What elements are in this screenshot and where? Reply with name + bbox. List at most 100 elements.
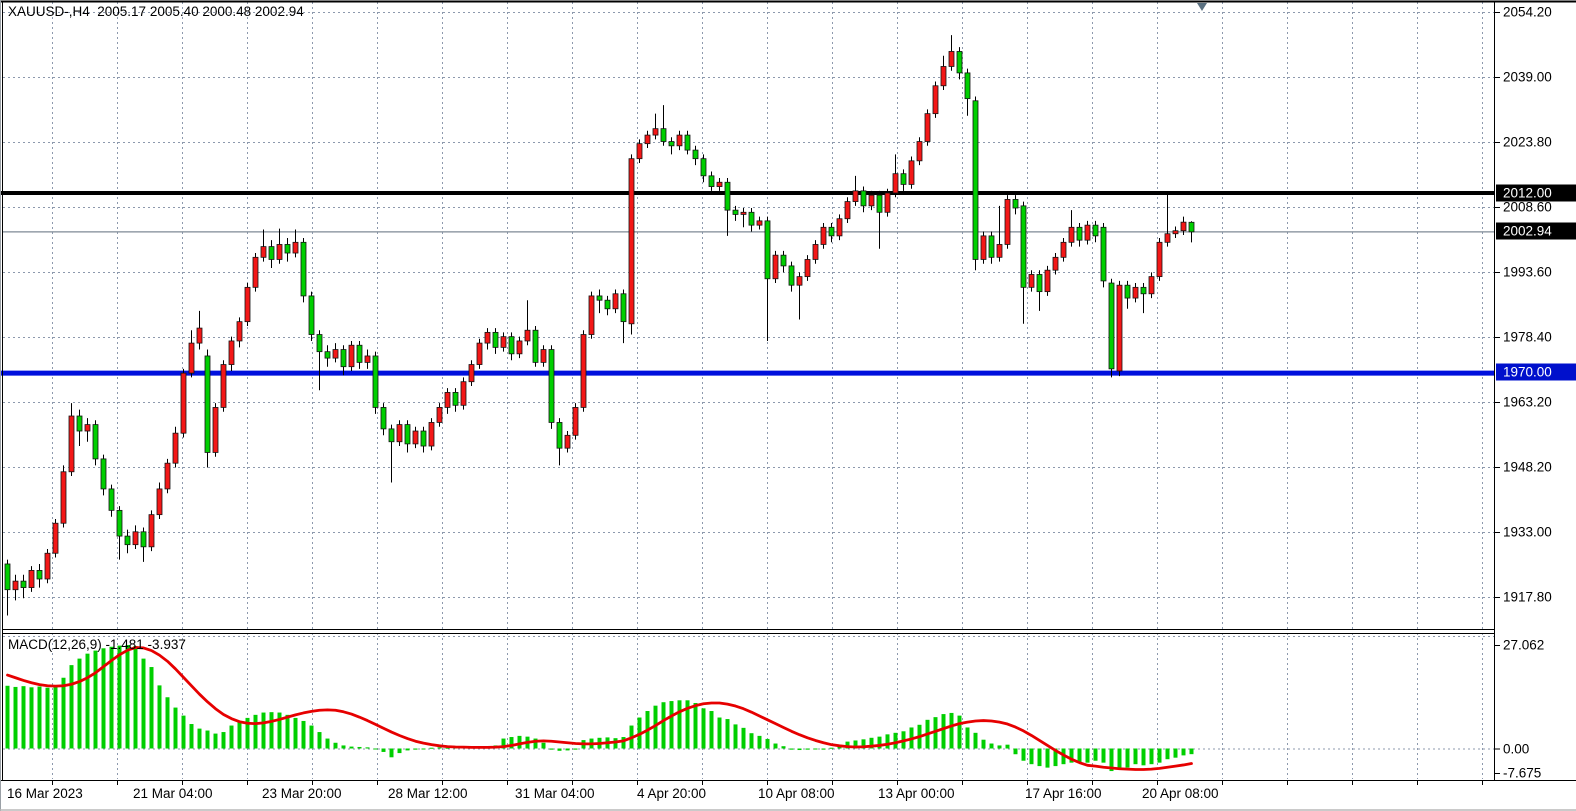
candle [596, 295, 603, 301]
price-axis-label: 2054.20 [1503, 4, 1552, 20]
candle [1180, 221, 1187, 232]
candle [796, 276, 803, 286]
price-axis-label: 2039.00 [1503, 69, 1552, 85]
candle [292, 241, 299, 254]
candle [1132, 286, 1139, 299]
macd-bar [717, 717, 722, 749]
macd-bar [541, 742, 546, 749]
candle [268, 246, 275, 260]
macd-bar [29, 687, 34, 749]
macd-bar [1133, 748, 1138, 765]
candle [492, 331, 499, 348]
macd-bar [173, 707, 178, 749]
candle [1004, 199, 1011, 245]
macd-bar [877, 736, 882, 749]
macd-bar [1093, 748, 1098, 761]
macd-bar [709, 711, 714, 749]
candle [100, 458, 107, 490]
candle [996, 244, 1003, 258]
candle [820, 226, 827, 245]
candle [692, 149, 699, 160]
candle [92, 424, 99, 460]
candle [308, 295, 315, 335]
candle [868, 194, 875, 207]
price-axis-label: 2023.80 [1503, 134, 1552, 150]
candle [444, 392, 451, 408]
macd-bar [981, 739, 986, 749]
macd-bar [245, 717, 250, 749]
candle [516, 340, 523, 355]
macd-histogram [5, 645, 1194, 772]
macd-bar [821, 748, 826, 750]
macd-bar [37, 686, 42, 749]
macd-bar [301, 720, 306, 749]
candle [1084, 224, 1091, 241]
time-axis-label: 20 Apr 08:00 [1142, 786, 1219, 801]
macd-bar [1125, 748, 1130, 768]
candle [396, 424, 403, 443]
macd-bar [997, 745, 1002, 749]
macd-bar [13, 686, 18, 749]
macd-bar [533, 738, 538, 749]
candle [1060, 241, 1067, 258]
candle [140, 531, 147, 548]
macd-bar [309, 725, 314, 749]
candle [412, 430, 419, 445]
macd-bar [421, 748, 426, 750]
macd-bar [221, 732, 226, 749]
macd-bar [317, 732, 322, 749]
macd-bar [1021, 748, 1026, 761]
macd-bar [885, 734, 890, 749]
candle [916, 141, 923, 162]
candle [788, 265, 795, 286]
macd-bar [1189, 748, 1194, 755]
price-axis-label: 2008.60 [1503, 199, 1552, 215]
macd-bar [397, 748, 402, 754]
candle [716, 181, 723, 187]
macd-bar [829, 747, 834, 749]
chart-shift-marker[interactable] [1197, 3, 1207, 11]
candle [236, 321, 243, 342]
candle [484, 331, 491, 344]
candle [1148, 276, 1155, 295]
candle [804, 259, 811, 278]
macd-bar [557, 748, 562, 751]
macd-bar [693, 702, 698, 749]
candle [676, 134, 683, 147]
macd-bar [789, 748, 794, 750]
candle [60, 471, 67, 524]
candle [548, 349, 555, 423]
macd-bar [213, 733, 218, 749]
candle [748, 211, 755, 226]
macd-bar [781, 746, 786, 749]
price-axis-label: 1963.20 [1503, 394, 1552, 410]
candle [244, 286, 251, 323]
macd-bar [77, 658, 82, 749]
macd-bar [733, 724, 738, 749]
macd-bar [1053, 748, 1058, 767]
candle [724, 181, 731, 211]
macd-bar [365, 747, 370, 749]
symbol-ohlc-title: XAUUSD-,H4 2005.17 2005.40 2000.48 2002.… [8, 4, 304, 19]
macd-bar [805, 748, 810, 750]
macd-bar [133, 646, 138, 749]
candle [1012, 199, 1019, 209]
macd-bar [1165, 748, 1170, 760]
candle [156, 488, 163, 516]
macd-bar [69, 665, 74, 749]
candle [300, 241, 307, 297]
candle [20, 580, 27, 588]
macd-bar [565, 748, 570, 751]
macd-bar [157, 685, 162, 749]
price-axis-label: 1933.00 [1503, 524, 1552, 540]
macd-bar [1181, 748, 1186, 756]
macd-bar [429, 747, 434, 749]
macd-bar [701, 708, 706, 749]
candle [860, 190, 867, 207]
macd-bar [933, 717, 938, 749]
macd-bar [1045, 748, 1050, 768]
macd-bar [965, 727, 970, 749]
candle [196, 327, 203, 344]
